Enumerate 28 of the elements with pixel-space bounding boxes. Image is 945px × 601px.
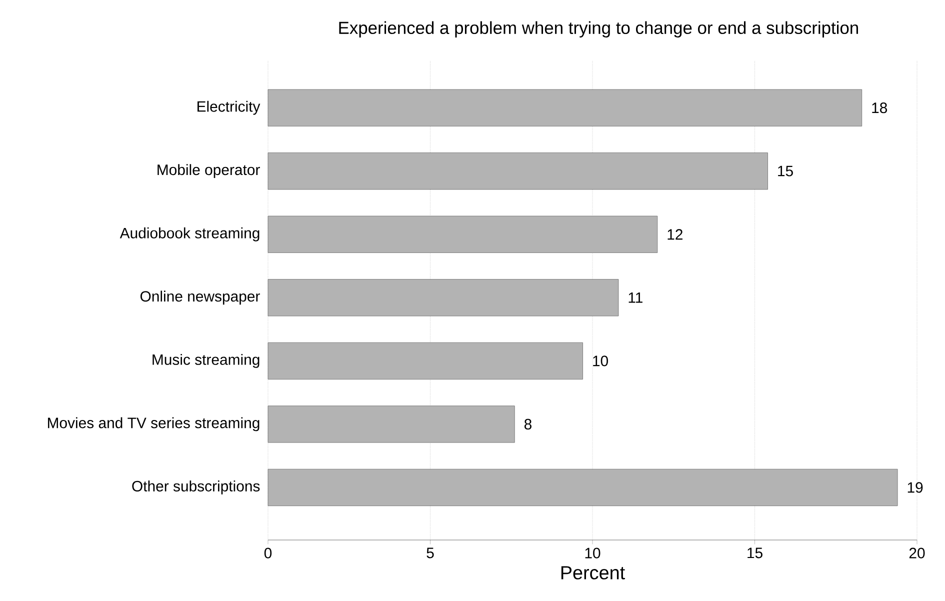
y-tick-label: Audiobook streaming <box>120 227 260 242</box>
data-label: 18 <box>872 102 888 114</box>
x-tick-label: 20 <box>909 548 925 558</box>
x-axis-title: Percent <box>561 566 625 580</box>
data-label: 19 <box>908 482 923 493</box>
bar <box>268 406 515 443</box>
data-label: 12 <box>668 229 682 240</box>
bar <box>268 216 658 253</box>
x-tick-label: 5 <box>426 548 434 558</box>
y-tick-label: Music streaming <box>152 354 260 368</box>
x-tick-label: 0 <box>264 548 272 558</box>
bar <box>268 89 862 126</box>
bar <box>268 152 768 190</box>
bar <box>268 468 898 506</box>
x-tick-label: 15 <box>748 548 762 558</box>
y-tick-label: Mobile operator <box>158 164 260 178</box>
data-label: 15 <box>778 166 793 176</box>
data-label: 8 <box>524 418 532 430</box>
bar <box>268 342 583 380</box>
y-tick-label: Electricity <box>198 100 260 115</box>
y-tick-label: Movies and TV series streaming <box>48 417 260 432</box>
chart-title: Experienced a problem when trying to change or end a subscription <box>339 21 858 38</box>
data-label: 10 <box>593 356 608 366</box>
bar <box>268 279 619 316</box>
y-tick-label: Online newspaper <box>140 290 260 305</box>
data-label: 11 <box>628 292 642 303</box>
y-tick-label: Other subscriptions <box>132 480 260 494</box>
x-tick-label: 10 <box>585 548 600 558</box>
